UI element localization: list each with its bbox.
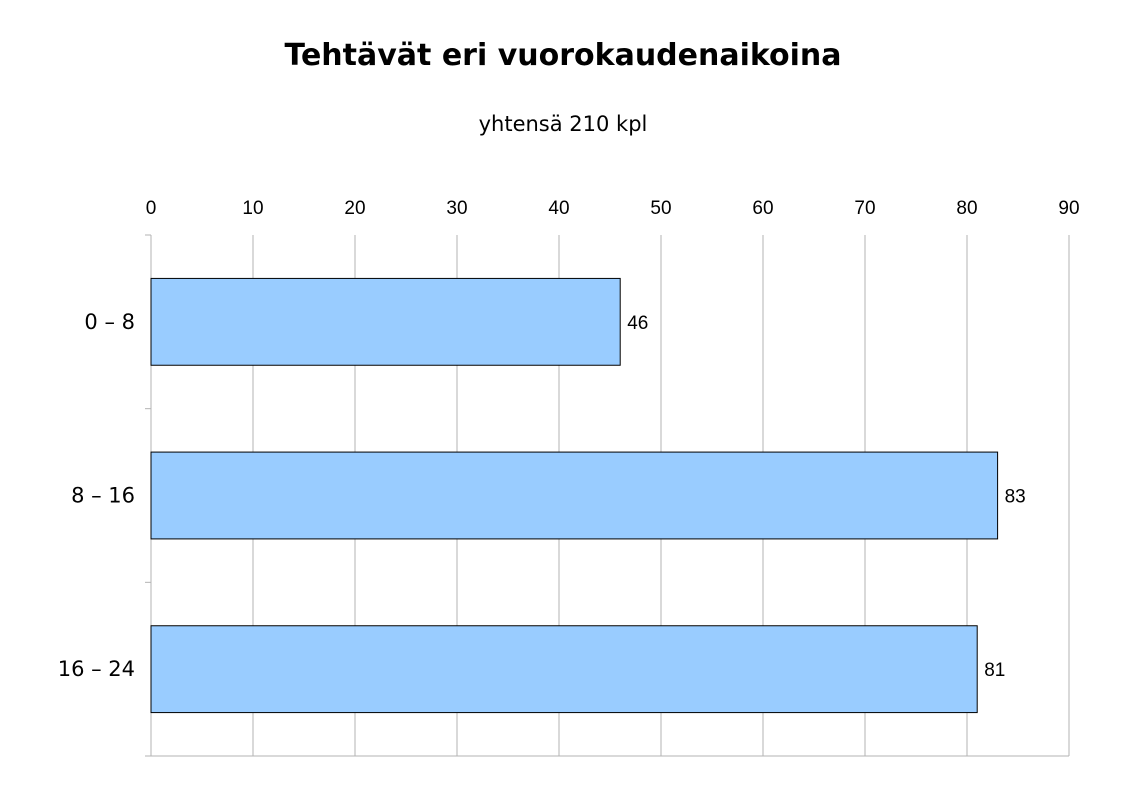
x-tick-label: 60 [752,198,773,219]
x-tick-label: 50 [650,198,671,219]
category-labels: 0 – 8 8 – 16 16 – 24 [58,310,135,681]
x-tick-label: 40 [548,198,569,219]
x-tick-label: 10 [242,198,263,219]
bar [150,625,978,714]
category-label: 8 – 16 [71,484,135,508]
x-tick-label: 30 [446,198,467,219]
chart-title: Tehtävät eri vuorokaudenaikoina [284,38,842,73]
category-label: 0 – 8 [84,310,135,334]
bars [150,277,999,714]
x-tick-label: 80 [956,198,977,219]
data-labels: 46 83 81 [627,313,1026,681]
data-label: 83 [1005,487,1026,508]
data-label: 81 [984,660,1005,681]
bar [150,277,621,366]
chart-subtitle: yhtensä 210 kpl [478,112,648,136]
x-tick-label: 0 [146,198,157,219]
x-tick-label: 70 [854,198,875,219]
bar [150,451,999,540]
x-tick-label: 90 [1058,198,1079,219]
category-label: 16 – 24 [58,657,135,681]
x-tick-labels: 0 10 20 30 40 50 60 70 80 90 [146,198,1080,219]
data-label: 46 [627,313,648,334]
x-tick-label: 20 [344,198,365,219]
